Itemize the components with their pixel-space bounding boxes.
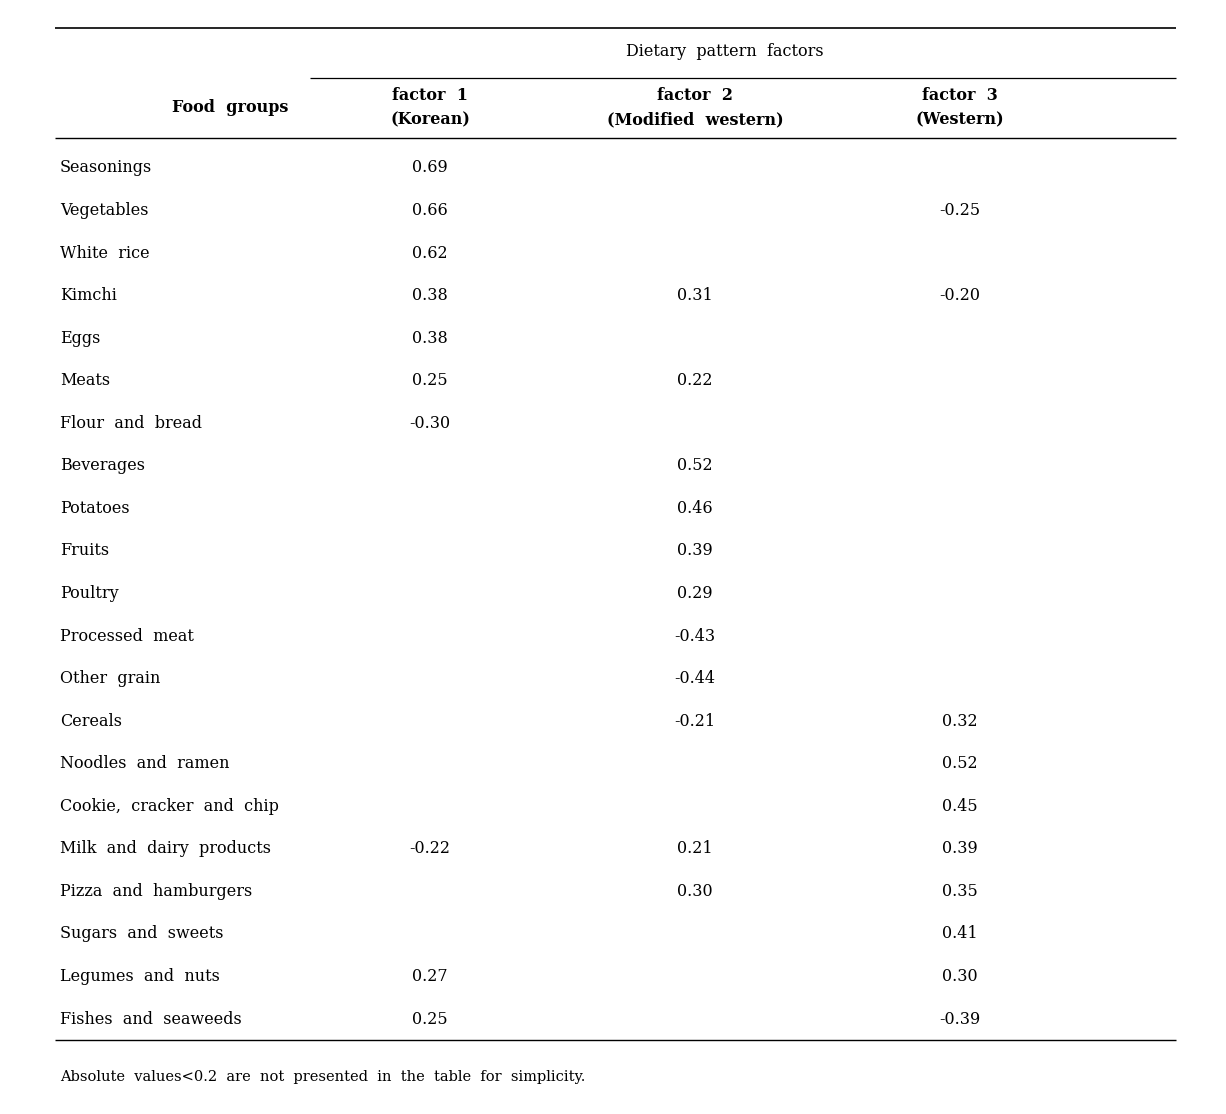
Text: 0.38: 0.38 (412, 287, 447, 304)
Text: 0.30: 0.30 (943, 968, 978, 985)
Text: Fruits: Fruits (60, 543, 109, 559)
Text: 0.29: 0.29 (677, 585, 712, 602)
Text: 0.35: 0.35 (942, 883, 978, 900)
Text: 0.52: 0.52 (677, 458, 712, 475)
Text: 0.21: 0.21 (677, 840, 712, 858)
Text: 0.30: 0.30 (677, 883, 712, 900)
Text: 0.46: 0.46 (677, 500, 712, 517)
Text: -0.21: -0.21 (674, 713, 716, 730)
Text: Kimchi: Kimchi (60, 287, 116, 304)
Text: Absolute  values<0.2  are  not  presented  in  the  table  for  simplicity.: Absolute values<0.2 are not presented in… (60, 1071, 585, 1084)
Text: 0.31: 0.31 (677, 287, 712, 304)
Text: factor  2: factor 2 (657, 88, 733, 105)
Text: Fishes  and  seaweeds: Fishes and seaweeds (60, 1010, 242, 1027)
Text: factor  1: factor 1 (392, 88, 468, 105)
Text: Potatoes: Potatoes (60, 500, 130, 517)
Text: Processed  meat: Processed meat (60, 627, 194, 645)
Text: 0.41: 0.41 (943, 926, 978, 942)
Text: -0.30: -0.30 (409, 414, 451, 432)
Text: 0.52: 0.52 (943, 755, 978, 772)
Text: 0.25: 0.25 (412, 1010, 447, 1027)
Text: -0.25: -0.25 (939, 202, 981, 219)
Text: -0.22: -0.22 (409, 840, 450, 858)
Text: -0.20: -0.20 (939, 287, 981, 304)
Text: (Korean): (Korean) (390, 111, 470, 128)
Text: 0.27: 0.27 (412, 968, 447, 985)
Text: Dietary  pattern  factors: Dietary pattern factors (626, 43, 824, 60)
Text: 0.38: 0.38 (412, 330, 447, 346)
Text: Cereals: Cereals (60, 713, 123, 730)
Text: 0.39: 0.39 (677, 543, 712, 559)
Text: Pizza  and  hamburgers: Pizza and hamburgers (60, 883, 253, 900)
Text: Sugars  and  sweets: Sugars and sweets (60, 926, 223, 942)
Text: Other  grain: Other grain (60, 671, 161, 687)
Text: 0.45: 0.45 (943, 798, 978, 814)
Text: (Western): (Western) (916, 111, 1004, 128)
Text: 0.66: 0.66 (412, 202, 447, 219)
Text: Cookie,  cracker  and  chip: Cookie, cracker and chip (60, 798, 278, 814)
Text: Milk  and  dairy  products: Milk and dairy products (60, 840, 271, 858)
Text: Poultry: Poultry (60, 585, 119, 602)
Text: Food  groups: Food groups (172, 99, 288, 117)
Text: 0.39: 0.39 (942, 840, 978, 858)
Text: -0.44: -0.44 (674, 671, 716, 687)
Text: 0.22: 0.22 (677, 372, 712, 389)
Text: 0.25: 0.25 (412, 372, 447, 389)
Text: -0.43: -0.43 (674, 627, 716, 645)
Text: factor  3: factor 3 (922, 88, 998, 105)
Text: 0.32: 0.32 (943, 713, 978, 730)
Text: 0.62: 0.62 (412, 245, 447, 262)
Text: Flour  and  bread: Flour and bread (60, 414, 202, 432)
Text: Eggs: Eggs (60, 330, 101, 346)
Text: -0.39: -0.39 (939, 1010, 981, 1027)
Text: Legumes  and  nuts: Legumes and nuts (60, 968, 219, 985)
Text: (Modified  western): (Modified western) (607, 111, 783, 128)
Text: White  rice: White rice (60, 245, 150, 262)
Text: 0.69: 0.69 (412, 159, 447, 176)
Text: Vegetables: Vegetables (60, 202, 148, 219)
Text: Beverages: Beverages (60, 458, 145, 475)
Text: Meats: Meats (60, 372, 110, 389)
Text: Noodles  and  ramen: Noodles and ramen (60, 755, 229, 772)
Text: Seasonings: Seasonings (60, 159, 152, 176)
